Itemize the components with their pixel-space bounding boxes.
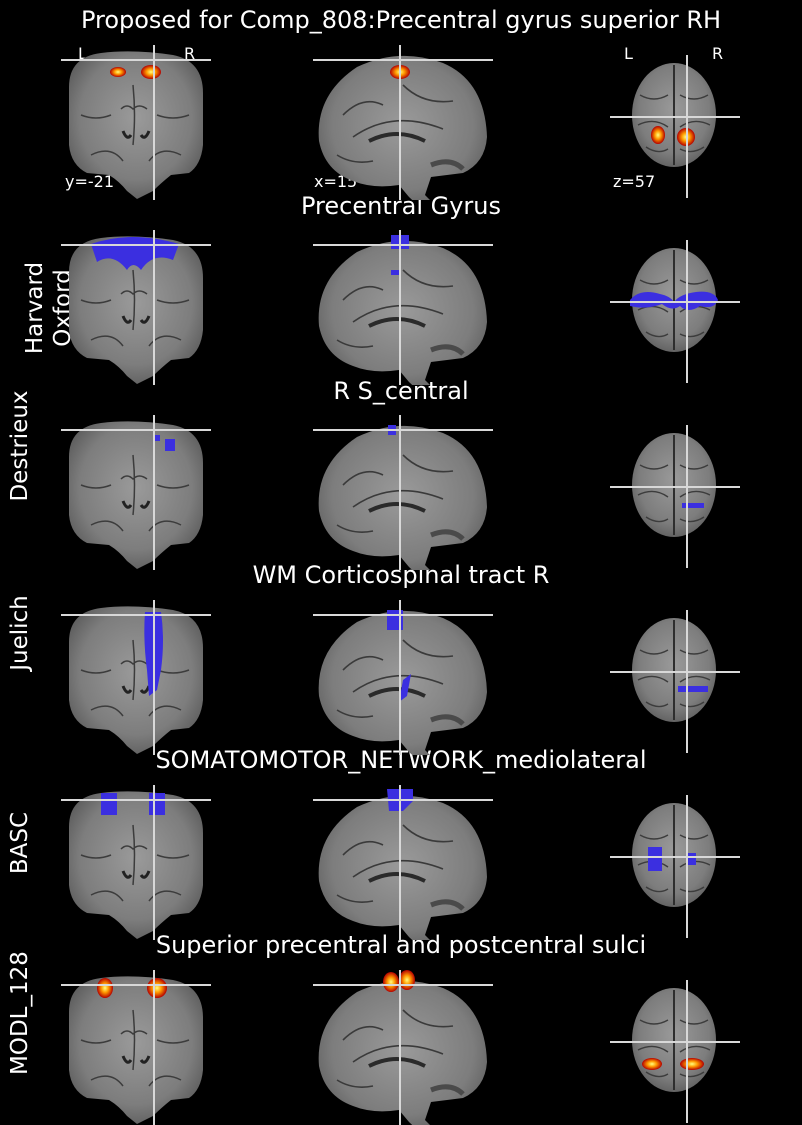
activation-blob (141, 65, 161, 79)
coronal-slice-row-1 (61, 230, 211, 385)
axial-slice-row-2 (610, 425, 740, 568)
atlas-overlay (630, 291, 718, 310)
left-marker-coronal: L (78, 44, 87, 63)
coronal-slice-row-5 (61, 970, 211, 1125)
axial-slice-row-0 (610, 55, 740, 198)
activation-blob (642, 1058, 662, 1070)
right-marker-coronal: R (184, 44, 196, 63)
row-label-basc: BASC (7, 811, 33, 875)
coronal-slice-row-4 (61, 785, 211, 940)
atlas-overlay (165, 439, 175, 451)
atlas-overlay (682, 503, 704, 508)
atlas-overlay (101, 793, 117, 815)
atlas-overlay (149, 793, 165, 815)
atlas-overlay (391, 270, 399, 275)
coord-z-label: z=57 (613, 172, 656, 191)
row-label-modl: MODL_128 (7, 951, 33, 1075)
axial-slice-row-4 (610, 795, 740, 938)
sagittal-slice-row-1 (313, 230, 493, 385)
coronal-slice-row-0 (61, 45, 211, 200)
activation-blob (399, 970, 415, 990)
sagittal-slice-row-5 (313, 970, 493, 1125)
activation-blob (651, 126, 665, 144)
figure-title: Proposed for Comp_808:Precentral gyrus s… (80, 6, 722, 34)
atlas-overlay (648, 847, 662, 871)
left-marker-axial: L (624, 44, 633, 63)
activation-blob (110, 67, 126, 77)
atlas-overlay (686, 853, 696, 865)
atlas-overlay (155, 435, 160, 441)
sagittal-slice-row-4 (313, 785, 493, 940)
activation-blob (97, 978, 113, 998)
row-label-juelich: Juelich (7, 595, 33, 671)
row-label-destrieux: Destrieux (7, 390, 33, 502)
coronal-slice-row-2 (61, 415, 211, 570)
sagittal-slice-row-2 (313, 415, 493, 570)
coord-y-label: y=-21 (65, 172, 115, 191)
axial-slice-row-1 (610, 240, 740, 383)
activation-blob (383, 972, 399, 992)
activation-blob (147, 978, 167, 998)
sagittal-slice-row-0 (313, 45, 493, 200)
axial-slice-row-3 (610, 610, 740, 753)
sagittal-slice-row-3 (313, 600, 493, 755)
atlas-overlay (399, 674, 411, 702)
atlas-overlay (678, 686, 708, 692)
coronal-slice-row-3 (61, 600, 211, 755)
activation-blob (680, 1058, 704, 1070)
axial-slice-row-5 (610, 980, 740, 1123)
right-marker-axial: R (712, 44, 724, 63)
